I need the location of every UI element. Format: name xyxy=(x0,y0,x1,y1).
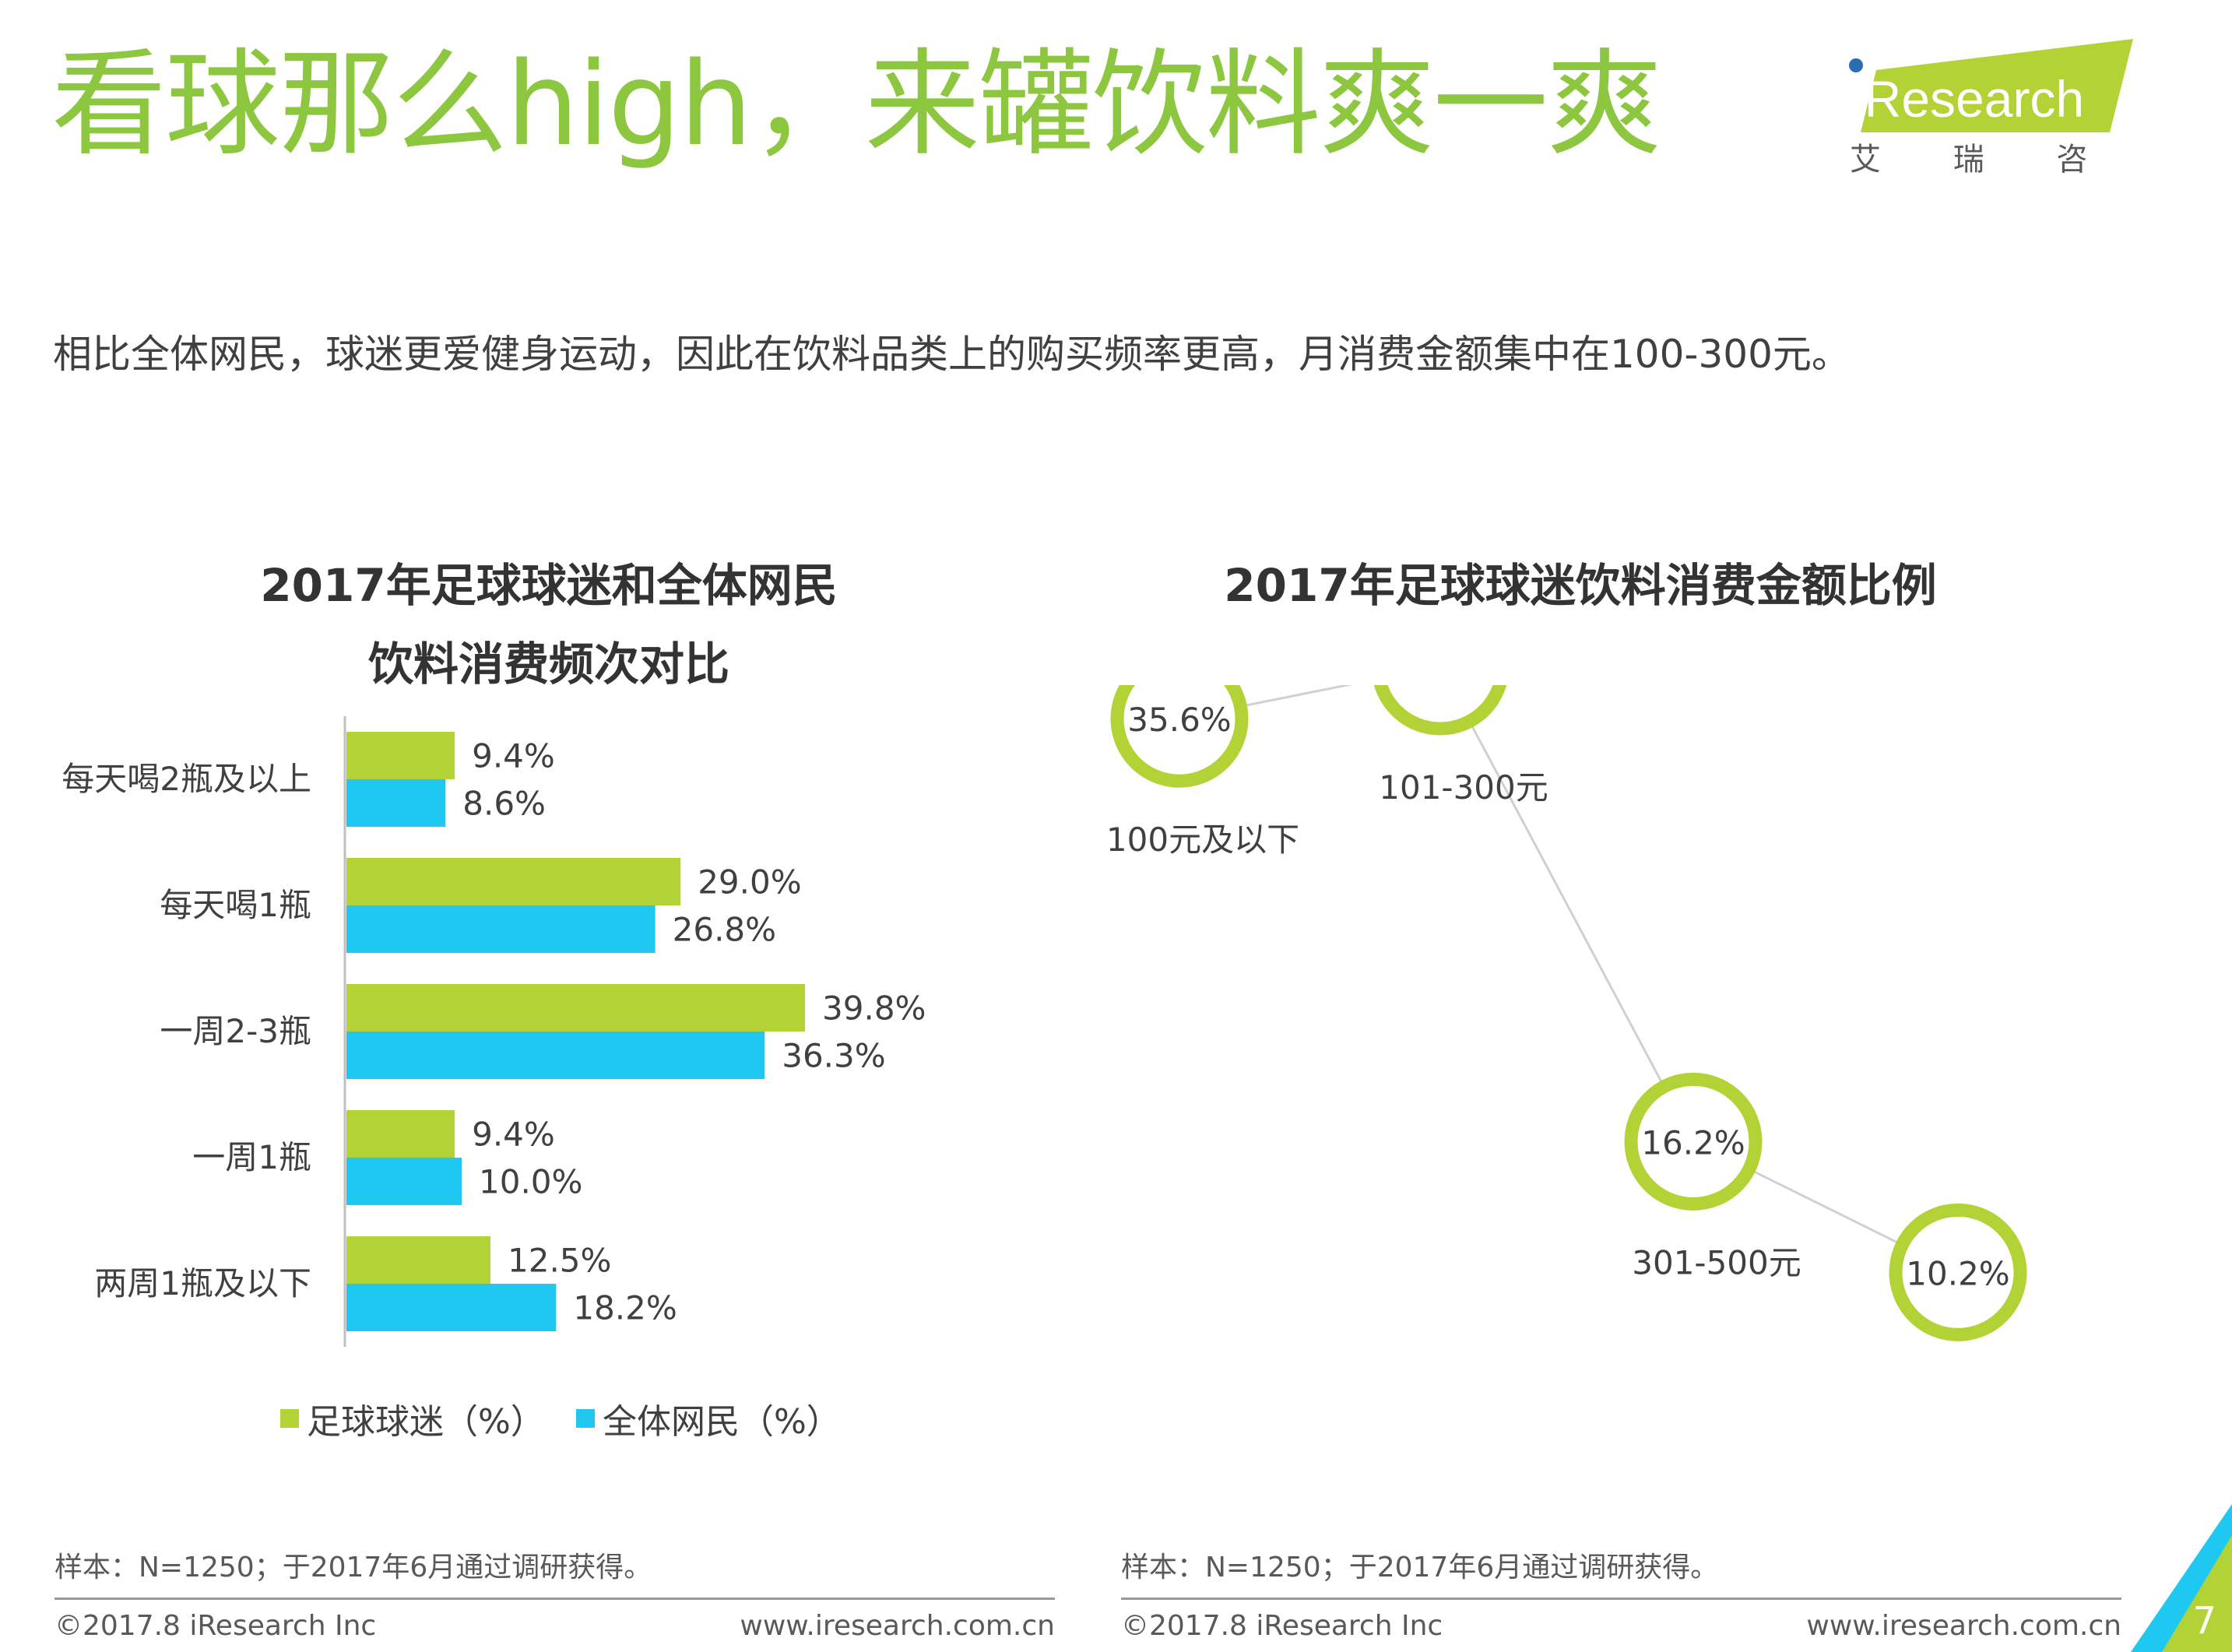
bar-value-label: 39.8% xyxy=(822,989,926,1028)
ring-value-label: 10.2% xyxy=(1906,1254,2009,1292)
copyright-left: ©2017.8 iResearch Inc xyxy=(54,1610,377,1642)
ring-marker xyxy=(1373,685,1507,736)
bar-netizens xyxy=(346,779,446,827)
website-url-left[interactable]: www.iresearch.com.cn xyxy=(740,1610,1055,1642)
footer-divider-left xyxy=(54,1598,1055,1600)
category-label: 一周1瓶 xyxy=(192,1138,311,1176)
bar-value-label: 12.5% xyxy=(508,1242,611,1280)
category-label: 两周1瓶及以下 xyxy=(94,1264,311,1302)
legend-swatch-fans xyxy=(280,1409,299,1428)
ring-chart-title: 2017年足球球迷饮料消费金额比例 xyxy=(1224,559,1937,612)
corner-decoration xyxy=(2131,1504,2232,1652)
legend-label-fans: 足球球迷（%） xyxy=(307,1402,545,1442)
bar-fans xyxy=(346,732,455,779)
bar-netizens xyxy=(346,905,656,953)
ring-category-label: 101-300元 xyxy=(1379,768,1548,807)
bar-netizens xyxy=(346,1032,765,1079)
sample-note-left: 样本：N=1250；于2017年6月通过调研获得。 xyxy=(54,1552,652,1583)
legend-item-netizens: 全体网民（%） xyxy=(576,1394,841,1443)
bar-value-label: 9.4% xyxy=(472,1116,555,1154)
ring-marker xyxy=(1889,1203,2027,1341)
ring-value-label: 35.6% xyxy=(1127,701,1231,739)
bar-value-label: 18.2% xyxy=(573,1289,677,1327)
bar-netizens xyxy=(346,1158,462,1205)
page-title: 看球那么high，来罐饮料爽一爽 xyxy=(51,37,1662,171)
bar-value-label: 29.0% xyxy=(698,863,801,902)
logo-text: iResearch xyxy=(1853,70,2084,128)
bar-chart-title-line2: 饮料消费频次对比 xyxy=(367,638,729,691)
bar-value-label: 8.6% xyxy=(462,785,546,823)
legend-label-netizens: 全体网民（%） xyxy=(603,1402,841,1442)
frequency-bar-chart: 每天喝2瓶及以上 9.4% 8.6% 每天喝1瓶 29.0% 26.8% 一周2-3瓶 39.… xyxy=(62,716,926,1347)
ring-category-label: 301-500元 xyxy=(1632,1243,1801,1281)
category-label: 一周2-3瓶 xyxy=(160,1012,311,1050)
ring-value-label: 38.0% xyxy=(1388,685,1492,687)
category-label: 每天喝1瓶 xyxy=(160,886,311,924)
bar-value-label: 10.0% xyxy=(479,1163,582,1201)
ring-value-label: 16.2% xyxy=(1641,1123,1745,1162)
subtitle: 相比全体网民，球迷更爱健身运动，因此在饮料品类上的购买频率更高，月消费金额集中在… xyxy=(53,332,1851,377)
bar-fans xyxy=(346,1110,455,1158)
category-label: 每天喝2瓶及以上 xyxy=(62,760,311,798)
ring-category-label: 100元及以下 xyxy=(1106,821,1299,859)
bar-fans xyxy=(346,1236,490,1284)
sample-note-right: 样本：N=1250；于2017年6月通过调研获得。 xyxy=(1121,1552,1719,1583)
page-number: 7 xyxy=(2192,1599,2216,1643)
bar-value-label: 36.3% xyxy=(782,1037,885,1075)
bar-netizens xyxy=(346,1284,557,1331)
copyright-right: ©2017.8 iResearch Inc xyxy=(1121,1610,1443,1642)
ring-marker xyxy=(1110,685,1249,788)
bar-value-label: 26.8% xyxy=(673,911,776,949)
footer-divider-right xyxy=(1121,1598,2121,1600)
website-url-right[interactable]: www.iresearch.com.cn xyxy=(1806,1610,2121,1642)
ring-marker xyxy=(1624,1072,1763,1211)
legend-swatch-netizens xyxy=(576,1409,595,1428)
iresearch-logo: iResearch 艾 瑞 咨 询 xyxy=(1849,39,2141,178)
bar-chart-title-line1: 2017年足球球迷和全体网民 xyxy=(260,559,838,612)
logo-subtext: 艾 瑞 咨 询 xyxy=(1850,142,2141,178)
spending-ring-chart: 35.6% 100元及以下 38.0% 101-300元 16.2% 301-500元 10… xyxy=(1106,685,2027,1341)
connector-line xyxy=(1449,685,1695,1143)
bar-value-label: 9.4% xyxy=(472,737,555,775)
bar-fans xyxy=(346,984,806,1032)
legend-item-fans: 足球球迷（%） xyxy=(280,1394,545,1443)
bar-fans xyxy=(346,858,681,905)
